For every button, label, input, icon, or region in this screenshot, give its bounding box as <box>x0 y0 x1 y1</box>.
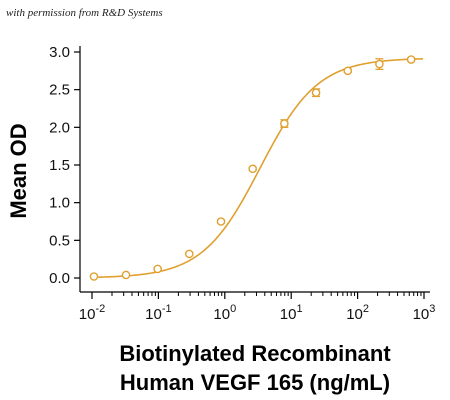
x-tick-label: 103 <box>413 303 436 323</box>
y-tick-label: 2.0 <box>49 119 70 136</box>
data-point <box>311 88 321 98</box>
y-tick-label: 0.5 <box>49 232 70 249</box>
data-point <box>89 272 99 281</box>
x-tick-label: 102 <box>346 303 369 323</box>
y-tick-label: 0.0 <box>49 270 70 287</box>
x-tick-label: 10-1 <box>145 303 171 323</box>
y-ticks: 0.0 0.5 1.0 1.5 2.0 2.5 3.0 <box>49 44 80 287</box>
y-tick-label: 3.0 <box>49 44 70 61</box>
data-point <box>185 249 194 259</box>
data-points <box>89 55 416 281</box>
marker <box>216 217 226 226</box>
x-tick-label: 10-2 <box>79 303 105 323</box>
marker <box>311 88 321 97</box>
data-point <box>375 58 384 70</box>
data-point <box>280 119 289 128</box>
x-tick-label: 101 <box>280 303 303 323</box>
marker <box>121 270 131 280</box>
data-point <box>248 164 257 174</box>
x-tick-label: 100 <box>213 303 236 323</box>
data-point <box>406 55 416 64</box>
y-tick-label: 1.0 <box>49 195 70 212</box>
x-axis-title-line-1: Biotinylated Recombinant <box>119 341 391 366</box>
x-axis-title-line-2: Human VEGF 165 (ng/mL) <box>120 370 390 395</box>
data-point <box>121 270 131 280</box>
y-axis-title: Mean OD <box>6 123 31 218</box>
marker <box>248 164 257 174</box>
marker <box>185 249 194 259</box>
marker <box>89 272 99 281</box>
permission-credit: with permission from R&D Systems <box>6 7 163 19</box>
data-point <box>343 66 353 76</box>
marker <box>153 264 162 274</box>
y-tick-label: 2.5 <box>49 82 70 99</box>
data-point <box>153 264 162 274</box>
marker <box>406 55 416 64</box>
fit-curve <box>92 58 424 279</box>
marker <box>375 59 384 69</box>
marker <box>343 66 353 76</box>
marker <box>280 119 289 128</box>
data-point <box>216 217 226 226</box>
x-ticks: 10-2 10-1 100 101 102 103 <box>79 292 436 323</box>
y-tick-label: 1.5 <box>49 157 70 174</box>
